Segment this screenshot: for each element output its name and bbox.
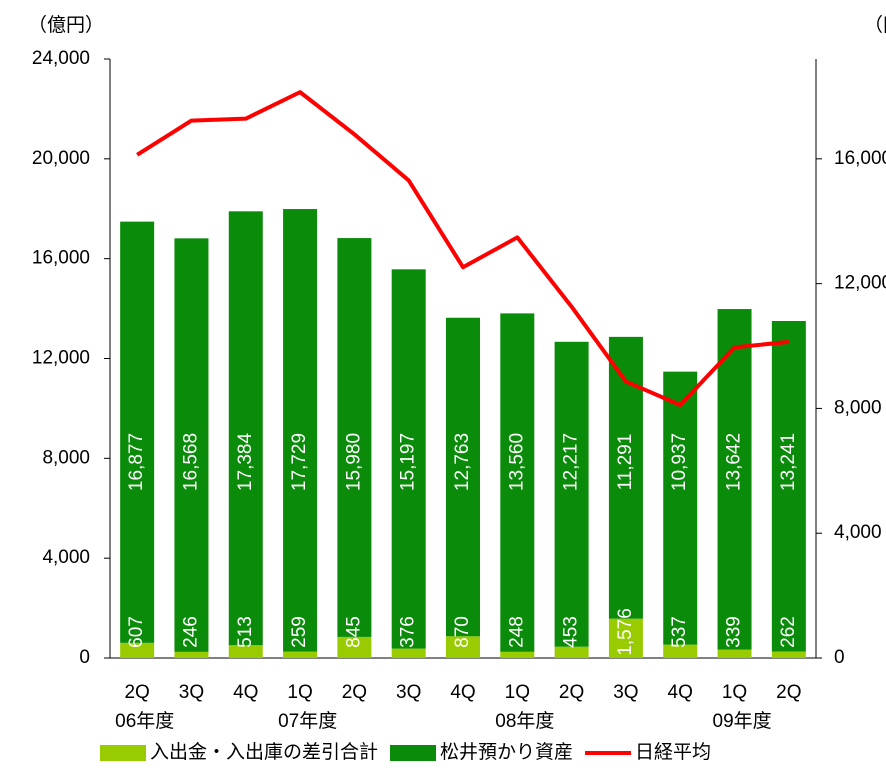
y-tick-label: 4,000: [42, 547, 90, 568]
value-label: 607: [126, 616, 147, 648]
x-group-label: 08年度: [495, 710, 554, 732]
value-label: 246: [180, 616, 201, 648]
y-tick-label: 20,000: [32, 148, 90, 169]
y2-unit-label: （円）: [864, 14, 886, 36]
bar: [228, 211, 263, 646]
value-label: 11,291: [615, 434, 636, 491]
bar: [771, 651, 806, 658]
bar: [608, 618, 643, 658]
y2-tick-label: 16,000: [834, 148, 886, 169]
y2-tick-label: 4,000: [834, 522, 882, 543]
y-tick-label: 0: [79, 647, 90, 668]
bar: [283, 209, 318, 652]
bar: [446, 317, 480, 637]
x-tick-label: 3Q: [396, 682, 421, 703]
legend-swatch: [100, 745, 146, 761]
value-label: 15,980: [343, 433, 364, 491]
x-tick-label: 2Q: [776, 682, 801, 703]
y-tick-label: 24,000: [32, 48, 90, 69]
x-group-label: 09年度: [713, 710, 772, 732]
value-label: 17,384: [235, 433, 256, 492]
value-label: 513: [235, 616, 256, 648]
value-label: 537: [669, 616, 690, 648]
bar: [228, 645, 263, 658]
bar: [554, 341, 589, 647]
bar: [174, 238, 209, 652]
bar: [663, 371, 698, 645]
x-tick-label: 2Q: [342, 682, 367, 703]
bar: [120, 221, 155, 643]
bar: [174, 651, 209, 658]
x-tick-label: 4Q: [450, 682, 475, 703]
x-tick-label: 3Q: [613, 682, 638, 703]
bar: [446, 636, 480, 658]
y2-tick-label: 0: [834, 647, 845, 668]
value-label: 13,642: [724, 433, 745, 491]
bar: [391, 269, 426, 649]
bar: [554, 646, 589, 658]
value-label: 1,576: [615, 608, 636, 656]
bar: [717, 309, 752, 650]
bar: [283, 651, 318, 658]
legend-label: 松井預かり資産: [440, 741, 573, 763]
value-label: 16,877: [126, 433, 147, 491]
value-label: 15,197: [398, 433, 419, 491]
bar: [391, 648, 426, 658]
y-tick-label: 12,000: [32, 348, 90, 369]
value-label: 13,560: [506, 433, 527, 491]
bar: [608, 336, 643, 619]
bar: [717, 649, 752, 658]
value-label: 870: [452, 616, 473, 648]
bar: [337, 636, 372, 658]
x-tick-label: 3Q: [179, 682, 204, 703]
value-label: 12,763: [452, 433, 473, 491]
value-label: 17,729: [289, 433, 310, 491]
legend-label: 入出金・入出庫の差引合計: [150, 741, 378, 763]
x-tick-label: 2Q: [559, 682, 584, 703]
legend-label: 日経平均: [635, 741, 711, 763]
x-tick-label: 1Q: [505, 682, 530, 703]
x-tick-label: 4Q: [668, 682, 693, 703]
value-label: 845: [343, 616, 364, 648]
bar: [771, 320, 806, 652]
x-tick-label: 1Q: [722, 682, 747, 703]
y-unit-label: （億円）: [28, 14, 104, 36]
value-label: 376: [398, 616, 419, 648]
value-label: 262: [778, 616, 799, 648]
value-label: 259: [289, 616, 310, 648]
value-label: 13,241: [778, 433, 799, 491]
x-tick-label: 2Q: [124, 682, 149, 703]
x-tick-label: 1Q: [287, 682, 312, 703]
y2-tick-label: 8,000: [834, 397, 882, 418]
x-group-label: 07年度: [278, 710, 337, 732]
legend-swatch: [390, 745, 437, 761]
x-tick-label: 4Q: [233, 682, 258, 703]
value-label: 453: [561, 616, 582, 648]
bar: [120, 642, 155, 658]
value-label: 339: [724, 616, 745, 648]
y2-tick-label: 12,000: [834, 273, 886, 294]
bar: [663, 644, 698, 658]
bar: [337, 238, 372, 637]
bar: [500, 313, 535, 652]
value-label: 10,937: [669, 433, 690, 491]
x-group-label: 06年度: [115, 710, 174, 732]
value-label: 248: [506, 616, 527, 648]
line: [136, 90, 790, 407]
y-tick-label: 16,000: [32, 248, 90, 269]
bar: [500, 651, 535, 658]
value-label: 16,568: [180, 433, 201, 491]
y-tick-label: 8,000: [42, 447, 90, 468]
value-label: 12,217: [561, 433, 582, 491]
